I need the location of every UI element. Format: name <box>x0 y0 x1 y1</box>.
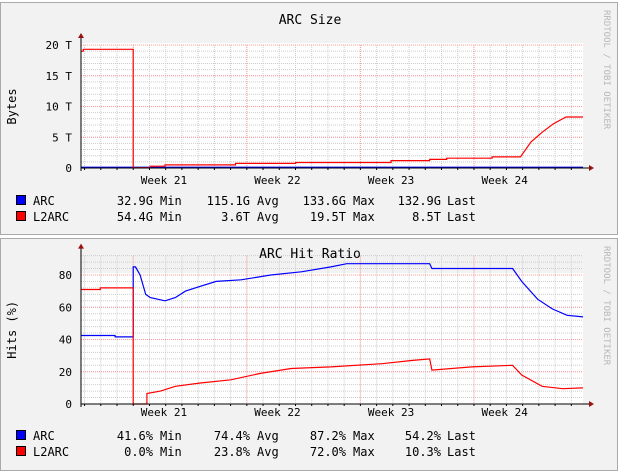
series-line-arc <box>81 263 584 338</box>
legend-min-label: Min <box>160 194 182 208</box>
legend-min-value: 41.6% <box>117 429 154 443</box>
y-tick-label: 20 T <box>46 39 73 52</box>
legend-swatch-l2arc <box>16 211 26 221</box>
legend-max-value: 87.2% <box>310 429 347 443</box>
y-tick-label: 5 T <box>52 131 72 144</box>
x-tick-label: Week 22 <box>254 174 300 187</box>
y-tick-label: 15 T <box>46 70 73 83</box>
legend-label: L2ARC <box>33 210 69 224</box>
arc-hit-ratio-graph: 0 20 40 60 80 Week 21 Week 22 Week 23 Week 24 ARC… <box>0 238 618 471</box>
x-tick-label: Week 22 <box>254 406 300 419</box>
y-tick-label: 10 T <box>46 101 73 114</box>
legend-min-value: 54.4G <box>117 210 153 224</box>
graph-title: ARC Hit Ratio <box>259 247 361 262</box>
legend-max-label: Max <box>353 445 375 459</box>
rrdtool-watermark: RRDTOOL / TOBI OETIKER <box>601 10 611 130</box>
legend-last-value: 54.2% <box>405 429 442 443</box>
x-axis-arrow-icon <box>589 401 594 407</box>
legend-max-value: 19.5T <box>310 210 346 224</box>
legend-avg-label: Avg <box>257 210 279 224</box>
x-tick-label: Week 21 <box>141 174 187 187</box>
y-tick-label: 40 <box>59 334 72 347</box>
legend-min-label: Min <box>160 429 182 443</box>
legend-last-label: Last <box>447 445 476 459</box>
series-line-l2arc <box>81 287 584 405</box>
y-axis-arrow-icon <box>78 243 84 249</box>
arc-size-graph: 0 5 T 10 T 15 T 20 T Week 21 Week 22 Week 23 Wee… <box>0 2 618 235</box>
y-tick-label: 80 <box>59 269 72 282</box>
y-tick-label: 0 <box>65 162 72 175</box>
legend-avg-label: Avg <box>257 429 279 443</box>
legend-max-label: Max <box>353 429 375 443</box>
legend-avg-value: 115.1G <box>207 194 250 208</box>
legend-max-label: Max <box>353 210 375 224</box>
y-tick-label: 0 <box>65 398 72 411</box>
rrdtool-watermark: RRDTOOL / TOBI OETIKER <box>601 246 611 366</box>
legend-min-value: 32.9G <box>117 194 153 208</box>
y-axis-label: Bytes <box>5 88 19 124</box>
x-axis-arrow-icon <box>589 165 594 171</box>
x-tick-label: Week 23 <box>368 406 414 419</box>
y-tick-label: 60 <box>59 301 72 314</box>
legend-avg-label: Avg <box>257 194 279 208</box>
legend-min-label: Min <box>160 210 182 224</box>
legend-avg-value: 74.4% <box>214 429 251 443</box>
legend-min-value: 0.0% <box>124 445 154 459</box>
graph-title: ARC Size <box>279 13 342 28</box>
y-tick-label: 20 <box>59 366 72 379</box>
legend-label: ARC <box>33 429 55 443</box>
legend-max-value: 72.0% <box>310 445 347 459</box>
x-tick-label: Week 24 <box>481 174 528 187</box>
legend-avg-value: 3.6T <box>221 210 250 224</box>
legend-label: ARC <box>33 194 55 208</box>
x-tick-label: Week 21 <box>141 406 187 419</box>
y-axis-arrow-icon <box>78 33 84 38</box>
legend-last-label: Last <box>447 194 476 208</box>
legend-last-value: 10.3% <box>405 445 442 459</box>
legend-label: L2ARC <box>33 445 69 459</box>
legend-last-value: 132.9G <box>398 194 441 208</box>
legend-swatch-arc <box>16 195 26 205</box>
legend-last-label: Last <box>447 210 476 224</box>
y-axis-label: Hits (%) <box>5 301 19 359</box>
legend-swatch-l2arc <box>16 446 26 456</box>
legend-max-value: 133.6G <box>303 194 346 208</box>
legend-max-label: Max <box>353 194 375 208</box>
legend-min-label: Min <box>160 445 182 459</box>
x-tick-label: Week 23 <box>368 174 414 187</box>
legend-last-value: 8.5T <box>412 210 441 224</box>
legend-avg-label: Avg <box>257 445 279 459</box>
legend-last-label: Last <box>447 429 476 443</box>
legend-avg-value: 23.8% <box>214 445 251 459</box>
legend-swatch-arc <box>16 430 26 440</box>
x-tick-label: Week 24 <box>481 406 528 419</box>
